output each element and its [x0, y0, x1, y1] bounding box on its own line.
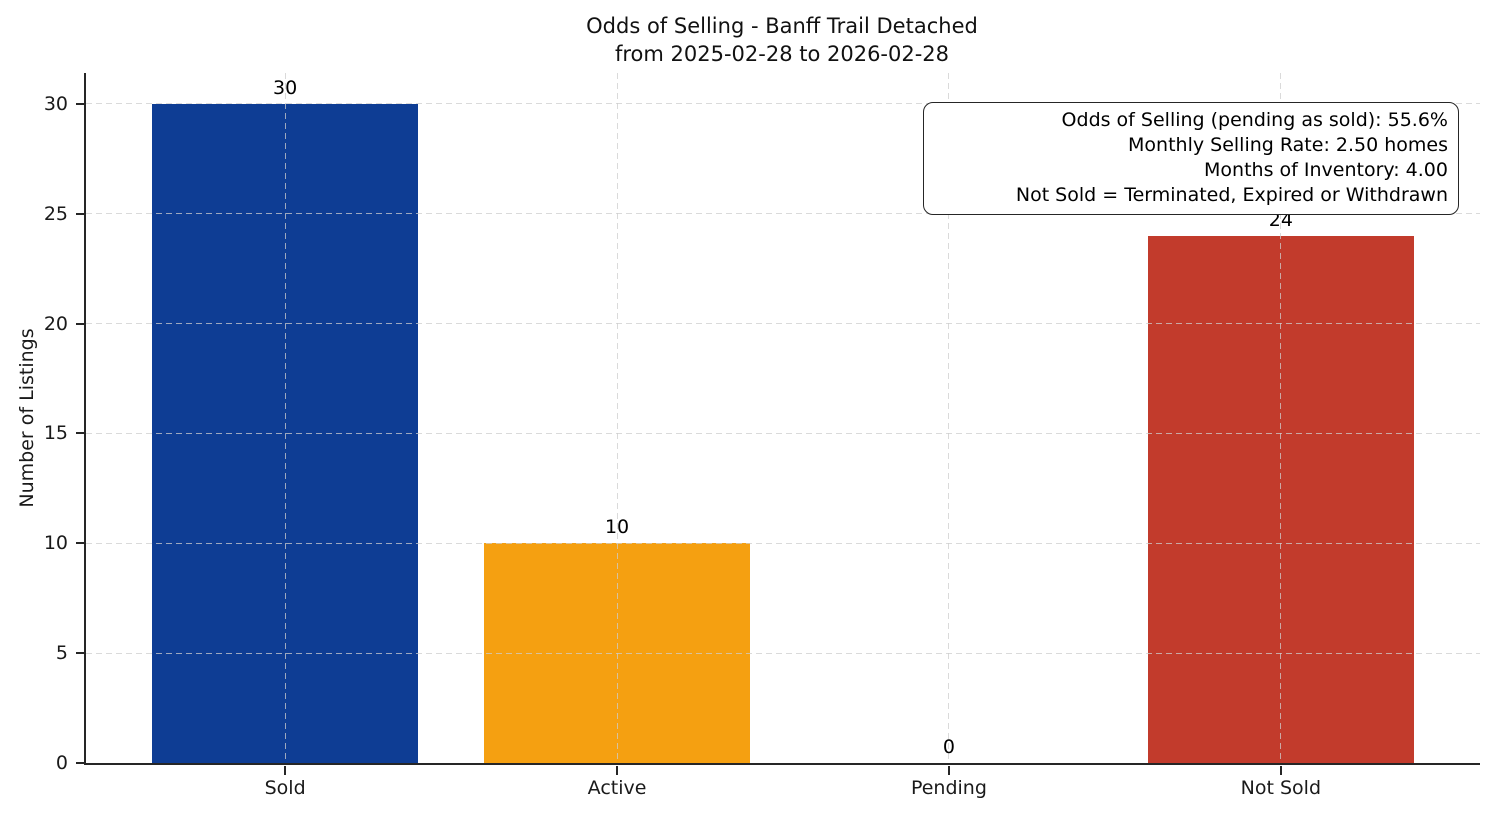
x-tick-label-active: Active	[587, 777, 647, 799]
x-tick-label-pending: Pending	[910, 777, 987, 799]
annotation-monthly-selling-rate: Monthly Selling Rate: 2.50 homes	[1128, 134, 1448, 156]
chart-title: Odds of Selling - Banff Trail Detached f…	[84, 12, 1480, 68]
bar-value-active: 10	[604, 516, 630, 539]
y-tick-label-5: 5	[55, 642, 68, 665]
x-tick-pending	[947, 765, 950, 775]
chart-title-line1: Odds of Selling - Banff Trail Detached	[586, 14, 978, 38]
plot-area: Number of Listings Odds of Selling (pend…	[16, 73, 1480, 799]
annotation-odds-of-selling: Odds of Selling (pending as sold): 55.6%	[1061, 109, 1448, 131]
x-tick-label-sold: Sold	[264, 777, 306, 799]
y-tick-label-10: 10	[43, 532, 68, 555]
x-tick-active	[616, 765, 619, 775]
bar-sold	[152, 103, 419, 763]
y-tick-30	[76, 102, 86, 105]
y-tick-label-25: 25	[43, 202, 68, 225]
y-tick-0	[76, 762, 86, 764]
x-tick-sold	[284, 765, 287, 775]
y-tick-15	[76, 432, 86, 435]
y-tick-label-30: 30	[43, 92, 68, 115]
bar-not-sold	[1147, 235, 1414, 763]
y-tick-10	[76, 542, 86, 545]
bar-active	[484, 543, 750, 763]
y-tick-label-15: 15	[43, 422, 68, 445]
x-tick-not-sold	[1279, 765, 1282, 775]
y-axis-label: Number of Listings	[16, 328, 38, 508]
annotation-months-of-inventory: Months of Inventory: 4.00	[1204, 159, 1448, 181]
y-tick-20	[76, 322, 86, 325]
chart-title-line2: from 2025-02-28 to 2026-02-28	[614, 42, 950, 66]
y-tick-label-0: 0	[55, 752, 68, 774]
y-tick-5	[76, 652, 86, 655]
y-tick-25	[76, 212, 86, 215]
stats-annotation-box: Odds of Selling (pending as sold): 55.6%…	[923, 102, 1459, 215]
annotation-not-sold-definition: Not Sold = Terminated, Expired or Withdr…	[1015, 184, 1448, 206]
y-tick-label-20: 20	[43, 312, 68, 335]
bar-value-pending: 0	[942, 736, 955, 758]
bar-value-sold: 30	[273, 76, 298, 99]
x-tick-label-not-sold: Not Sold	[1240, 777, 1322, 799]
